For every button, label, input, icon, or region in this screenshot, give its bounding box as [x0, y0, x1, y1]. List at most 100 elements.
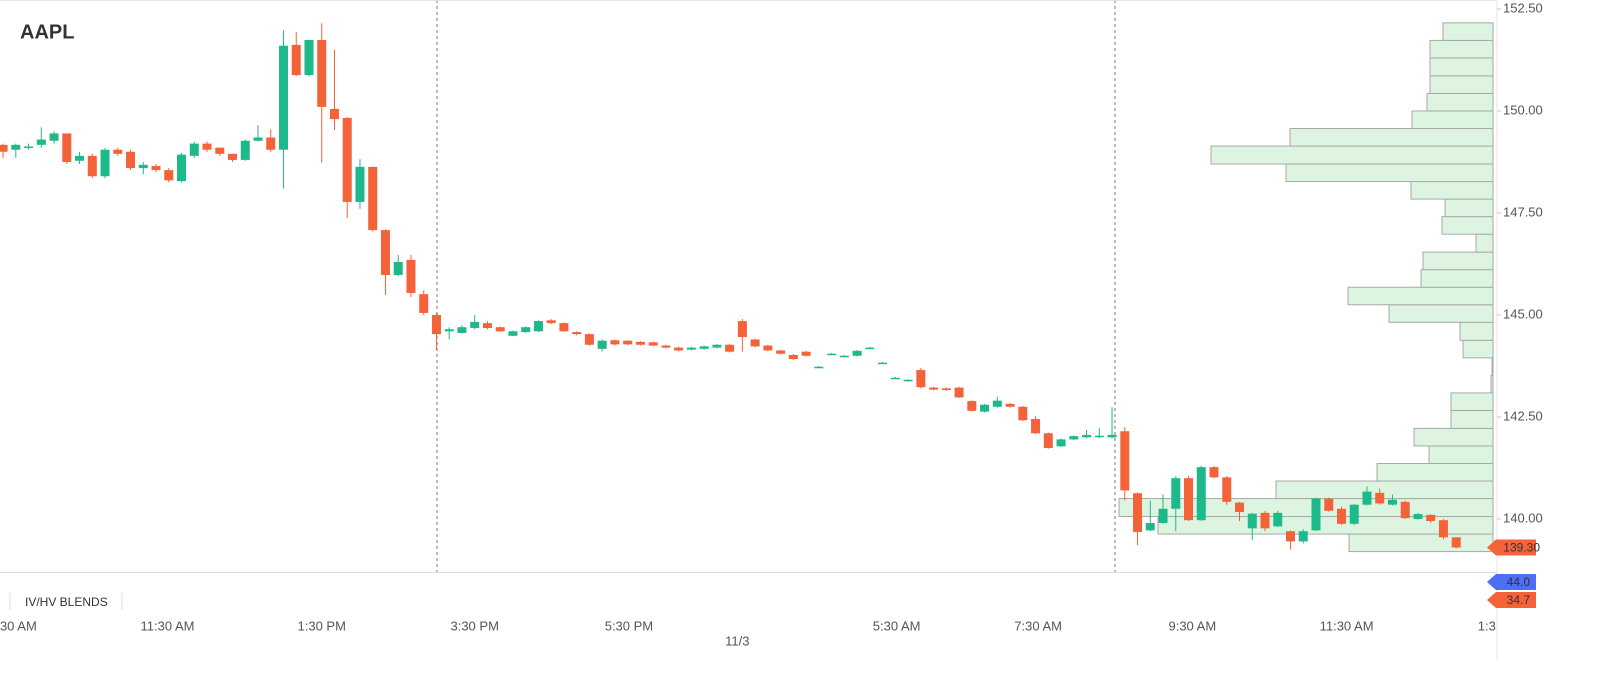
candle-body	[878, 362, 888, 365]
last-price-label: 139.30	[1503, 541, 1540, 555]
candle-body	[1298, 531, 1308, 542]
candle-body	[980, 404, 990, 412]
candle-body	[852, 350, 862, 356]
volume-profile-bar	[1490, 374, 1494, 394]
candle-body	[508, 331, 518, 336]
x-tick-label: 11:30 AM	[1320, 618, 1374, 633]
candle-body	[954, 387, 964, 398]
volume-profile-bar	[1441, 216, 1494, 235]
candle-body	[1031, 419, 1041, 434]
volume-profile-bar	[1450, 392, 1494, 411]
candle-body	[1362, 491, 1372, 505]
candle-body	[1094, 435, 1104, 438]
candle-body	[355, 166, 365, 202]
candle-body	[763, 345, 773, 351]
candle-body	[228, 153, 238, 160]
x-tick-label: 11:30 AM	[141, 618, 195, 633]
x-tick-label: 1:3	[1478, 618, 1496, 633]
candle-body	[495, 327, 505, 332]
candle-body	[1120, 431, 1130, 491]
candle-body	[1235, 502, 1245, 513]
candle-body	[941, 388, 951, 391]
candle-body	[266, 137, 276, 150]
candle-body	[329, 108, 339, 120]
candle-body	[1196, 467, 1206, 521]
volume-profile-bar	[1426, 92, 1494, 112]
candle-body	[62, 133, 72, 162]
candle-body	[635, 341, 645, 345]
candle-body	[100, 149, 110, 177]
candle-body	[240, 140, 250, 160]
candle-body	[317, 39, 327, 107]
candle-body	[177, 154, 187, 182]
candle-body	[1158, 508, 1168, 524]
volume-profile-bar	[1428, 445, 1494, 464]
candle-body	[457, 327, 467, 333]
candle-body	[1056, 439, 1066, 447]
volume-profile-bar	[1376, 462, 1494, 482]
candle-body	[801, 351, 811, 356]
candle-body	[1285, 531, 1295, 542]
candle-body	[916, 370, 926, 388]
candle-body	[648, 342, 658, 346]
indicator-value: 34.7	[1507, 593, 1531, 607]
candle-body	[1209, 467, 1219, 478]
candle-body	[1349, 504, 1359, 524]
candle-body	[1069, 436, 1079, 440]
candle-body	[470, 321, 480, 329]
candle-body	[572, 332, 582, 335]
candle-body	[1184, 478, 1194, 521]
candle-body	[929, 387, 939, 390]
candle-body	[482, 323, 492, 329]
candle-body	[1018, 406, 1028, 421]
candle-body	[559, 323, 569, 332]
candle-body	[368, 166, 378, 231]
candle-body	[546, 320, 556, 324]
candle-body	[215, 147, 225, 154]
volume-profile-bar	[1491, 357, 1494, 376]
indicator-title: IV/HV BLENDS	[25, 595, 108, 609]
volume-profile-bar	[1429, 75, 1494, 94]
candle-body	[712, 344, 722, 348]
candle-body	[1082, 434, 1092, 438]
candle-body	[737, 321, 747, 337]
volume-profile-bar	[1459, 321, 1494, 341]
volume-profile-bar	[1475, 233, 1494, 253]
candle-body	[686, 347, 696, 350]
candle-body	[533, 321, 543, 332]
candle-body	[151, 166, 161, 171]
volume-profile-bar	[1420, 269, 1494, 288]
candle-body	[49, 133, 59, 141]
candle-body	[87, 155, 97, 177]
volume-profile-bar	[1422, 251, 1494, 271]
indicator-tag	[1487, 592, 1536, 608]
candle-body	[202, 143, 212, 150]
candle-body	[903, 379, 913, 382]
y-tick-label: 142.50	[1503, 408, 1543, 423]
candle-body	[776, 350, 786, 354]
candle-body	[725, 344, 735, 352]
candle-body	[1426, 514, 1436, 522]
candle-body	[584, 334, 594, 345]
candle-body	[967, 401, 977, 411]
x-tick-label: 5:30 PM	[605, 618, 653, 633]
candle-body	[419, 294, 429, 313]
volume-profile-bar	[1289, 128, 1494, 147]
volume-profile-bar	[1210, 145, 1494, 165]
candle-body	[444, 329, 454, 332]
x-tick-label: 5:30 AM	[873, 618, 921, 633]
candle-body	[1133, 493, 1143, 533]
candle-body	[0, 144, 8, 152]
candle-body	[1222, 477, 1232, 502]
indicator-value: 44.0	[1507, 575, 1531, 589]
volume-profile-bar	[1285, 163, 1494, 183]
candle-body	[342, 117, 352, 202]
candle-body	[75, 155, 85, 161]
x-date-label: 11/3	[725, 633, 749, 648]
candle-body	[521, 327, 531, 333]
candle-body	[827, 353, 837, 356]
candle-body	[890, 377, 900, 380]
volume-profile-bar	[1348, 533, 1494, 553]
candle-body	[1145, 523, 1155, 531]
